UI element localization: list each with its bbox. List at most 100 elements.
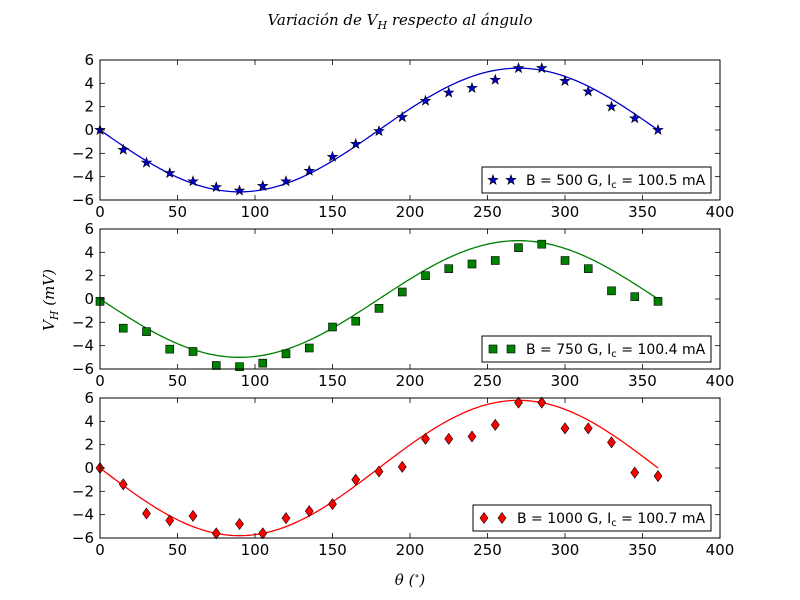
data-point-1-22 xyxy=(582,85,595,97)
y-tick-label-1-0: 0 xyxy=(84,121,94,139)
figure-title-rest: respecto al ángulo xyxy=(387,11,532,29)
y-axis-label-main: V xyxy=(40,318,58,331)
data-point-1-14 xyxy=(396,111,409,123)
data-point-1-19 xyxy=(512,62,525,74)
data-point-3-18 xyxy=(490,418,500,431)
panel-1: 0 50 100 150 200 250 300 350 400 −6 −4 −2 0 2 4 6 B = 50… xyxy=(72,51,734,221)
data-point-3-12 xyxy=(351,473,361,486)
data-point-2-10 xyxy=(304,343,314,353)
data-point-2-9 xyxy=(281,349,291,359)
legend-label-sub-2: c xyxy=(611,349,617,360)
legend-marker-a-2 xyxy=(488,344,498,354)
y-tick-label-3--4: −4 xyxy=(72,506,94,524)
data-point-2-25 xyxy=(653,297,663,306)
x-tick-label-1-250: 250 xyxy=(473,203,502,221)
data-point-3-4 xyxy=(165,514,175,527)
legend-label-2: B = 750 G, Ic = 100.4 mA xyxy=(526,342,706,360)
figure-title-sub: H xyxy=(377,19,388,32)
y-axis-label: VH (mV) xyxy=(40,269,61,331)
x-axis-label-degree: ∘ xyxy=(414,571,419,582)
x-axis-label: θ (∘) xyxy=(395,571,426,589)
x-tick-label-2-250: 250 xyxy=(473,372,502,390)
x-tick-label-3-400: 400 xyxy=(706,541,735,559)
legend-box-3 xyxy=(472,504,712,532)
legend-label-3: B = 1000 G, Ic = 100.7 mA xyxy=(517,511,706,529)
data-point-3-16 xyxy=(444,432,454,445)
data-point-2-19 xyxy=(514,243,523,252)
data-point-1-6 xyxy=(210,181,223,193)
data-point-1-15 xyxy=(419,94,432,106)
data-point-3-14 xyxy=(397,460,407,473)
data-point-2-11 xyxy=(328,322,337,332)
data-point-1-23 xyxy=(605,100,618,112)
data-point-2-15 xyxy=(421,271,430,280)
y-tick-label-1-4: 4 xyxy=(84,74,94,92)
x-tick-label-3-350: 350 xyxy=(628,541,657,559)
data-point-1-3 xyxy=(140,156,153,168)
x-axis-label-close: ) xyxy=(418,571,425,589)
legend-label-sub-1: c xyxy=(611,180,617,191)
legend-label-sub-3: c xyxy=(611,518,617,529)
data-point-2-24 xyxy=(630,292,640,301)
figure-title-var: V xyxy=(367,11,380,29)
x-tick-label-2-200: 200 xyxy=(396,372,425,390)
data-point-2-5 xyxy=(188,347,198,356)
data-point-3-15 xyxy=(421,432,430,445)
legend-label-1: B = 500 G, Ic = 100.5 mA xyxy=(526,173,706,191)
data-point-1-11 xyxy=(326,150,339,162)
data-point-1-17 xyxy=(466,81,478,93)
x-tick-label-1-150: 150 xyxy=(318,203,347,221)
data-point-3-7 xyxy=(235,517,244,531)
x-tick-label-2-100: 100 xyxy=(241,372,270,390)
legend-box-1 xyxy=(481,166,712,194)
data-point-2-17 xyxy=(467,259,477,269)
figure-title: Variación de VH respecto al ángulo xyxy=(267,11,532,32)
y-tick-label-3-0: 0 xyxy=(84,459,94,477)
legend-label-rest-3: = 100.7 mA xyxy=(617,511,706,527)
data-point-3-21 xyxy=(560,422,570,435)
data-point-1-8 xyxy=(256,179,269,191)
x-tick-label-1-0: 0 xyxy=(95,203,105,221)
data-point-1-10 xyxy=(303,164,316,176)
data-point-3-22 xyxy=(583,422,593,435)
x-tick-label-2-350: 350 xyxy=(628,372,657,390)
legend-marker-a-1 xyxy=(487,173,499,185)
x-tick-label-2-50: 50 xyxy=(168,372,187,390)
data-point-2-6 xyxy=(211,361,221,370)
data-point-1-12 xyxy=(349,137,362,149)
data-point-2-16 xyxy=(444,264,454,273)
x-tick-label-3-0: 0 xyxy=(95,541,105,559)
data-point-3-20 xyxy=(537,396,547,409)
data-point-3-9 xyxy=(281,512,291,525)
y-tick-label-1--4: −4 xyxy=(72,168,94,186)
legend-2: B = 750 G, Ic = 100.4 mA xyxy=(481,335,712,363)
data-point-3-13 xyxy=(374,465,384,478)
data-point-3-24 xyxy=(630,466,640,479)
x-tick-label-1-50: 50 xyxy=(168,203,187,221)
x-tick-label-2-150: 150 xyxy=(318,372,347,390)
y-tick-label-2--2: −2 xyxy=(72,313,94,331)
data-point-3-10 xyxy=(304,505,314,518)
y-tick-label-3--2: −2 xyxy=(72,482,94,500)
x-tick-label-1-400: 400 xyxy=(706,203,735,221)
x-tick-label-3-250: 250 xyxy=(473,541,502,559)
data-point-3-17 xyxy=(467,430,477,443)
x-tick-label-1-100: 100 xyxy=(241,203,270,221)
x-tick-label-3-100: 100 xyxy=(241,541,270,559)
data-point-3-2 xyxy=(118,478,128,491)
y-tick-label-1-2: 2 xyxy=(84,98,94,116)
data-point-2-20 xyxy=(537,239,547,249)
data-point-2-12 xyxy=(351,316,361,326)
data-point-3-6 xyxy=(211,527,221,540)
y-tick-label-3-6: 6 xyxy=(84,389,94,407)
legend-1: B = 500 G, Ic = 100.5 mA xyxy=(481,166,712,194)
data-point-2-23 xyxy=(607,286,616,296)
x-tick-label-2-400: 400 xyxy=(706,372,735,390)
data-point-1-16 xyxy=(442,86,455,98)
legend-label-main-2: B = 750 G, I xyxy=(526,342,611,358)
legend-3: B = 1000 G, Ic = 100.7 mA xyxy=(472,504,712,532)
data-point-1-4 xyxy=(163,167,176,179)
y-tick-label-2--4: −4 xyxy=(72,337,94,355)
legend-label-rest-2: = 100.4 mA xyxy=(617,342,706,358)
